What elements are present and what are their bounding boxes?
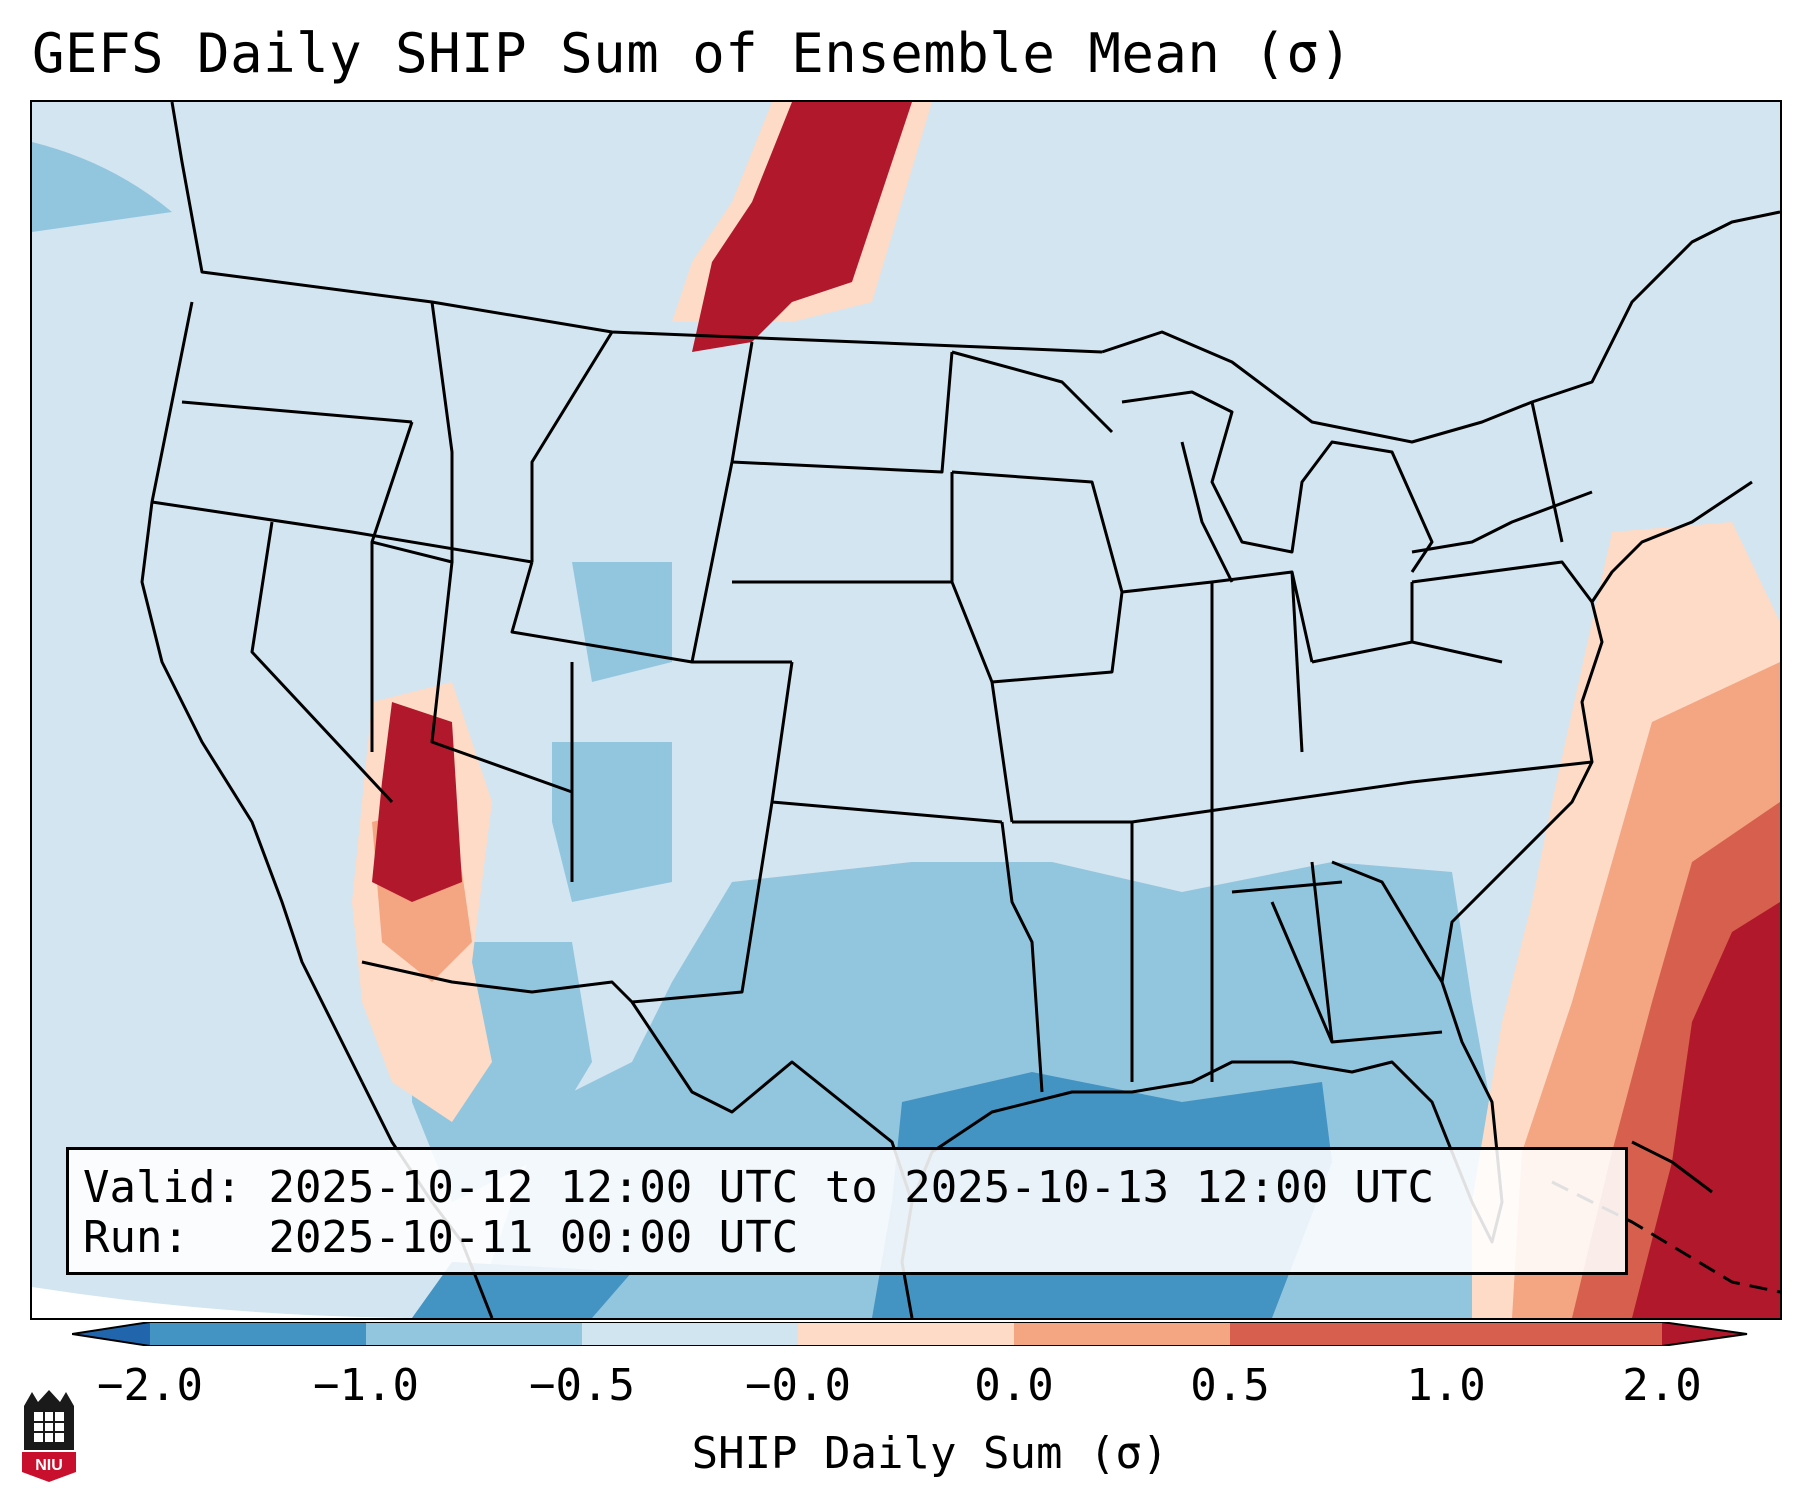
- niu-logo: NIU: [22, 1390, 76, 1482]
- colorbar-arrow-high: [1662, 1322, 1747, 1346]
- colorbar-segment: [582, 1322, 798, 1346]
- valid-line: Valid: 2025-10-12 12:00 UTC to 2025-10-1…: [83, 1162, 1434, 1213]
- run-line: Run: 2025-10-11 00:00 UTC: [83, 1212, 798, 1263]
- colorbar-arrow-low: [72, 1322, 150, 1346]
- validity-info-box: Valid: 2025-10-12 12:00 UTC to 2025-10-1…: [66, 1147, 1628, 1275]
- colorbar-segment: [1230, 1322, 1446, 1346]
- colorbar-label: SHIP Daily Sum (σ): [691, 1428, 1169, 1479]
- colorbar-tick: 0.5: [1190, 1360, 1270, 1411]
- anomaly-atlantic-very-strong-positive: [1632, 902, 1780, 1318]
- colorbar-tick: −1.0: [313, 1360, 419, 1411]
- colorbar-segment: [1014, 1322, 1230, 1346]
- anomaly-colorado-negative: [572, 562, 672, 682]
- colorbar-tick: −2.0: [97, 1360, 203, 1411]
- chart-title: GEFS Daily SHIP Sum of Ensemble Mean (σ): [32, 22, 1353, 85]
- valid-label: Valid:: [83, 1162, 242, 1213]
- colorbar-tick: −0.5: [529, 1360, 635, 1411]
- logo-window-icon: [34, 1412, 64, 1442]
- projection-edge-sw: [32, 1287, 432, 1318]
- anomaly-pacific-nw: [32, 142, 172, 232]
- logo-shield-icon: [22, 1452, 76, 1482]
- logo-text: NIU: [35, 1457, 63, 1474]
- run-label: Run:: [83, 1212, 189, 1263]
- colorbar-segment: [1446, 1322, 1662, 1346]
- colorbar-tick: 2.0: [1622, 1360, 1702, 1411]
- anomaly-arizona-strong: [372, 702, 462, 902]
- run-value: 2025-10-11 00:00 UTC: [268, 1212, 799, 1263]
- colorbar-tick: 0.0: [974, 1360, 1054, 1411]
- map-panel: [30, 100, 1782, 1320]
- colorbar: [72, 1322, 1748, 1346]
- anomaly-montana-strong: [692, 102, 912, 352]
- anomaly-mexico-strong-negative: [412, 1262, 632, 1318]
- colorbar-outline: [72, 1322, 1748, 1346]
- colorbar-tick: −0.0: [745, 1360, 851, 1411]
- colorbar-tick: 1.0: [1406, 1360, 1486, 1411]
- logo-grid-icon: [34, 1412, 64, 1442]
- colorbar-segment: [150, 1322, 366, 1346]
- colorbar-segment: [798, 1322, 1014, 1346]
- anomaly-newmexico-negative: [552, 742, 672, 902]
- map-svg: [32, 102, 1780, 1318]
- valid-value: 2025-10-12 12:00 UTC to 2025-10-13 12:00…: [268, 1162, 1435, 1213]
- colorbar-segment: [366, 1322, 582, 1346]
